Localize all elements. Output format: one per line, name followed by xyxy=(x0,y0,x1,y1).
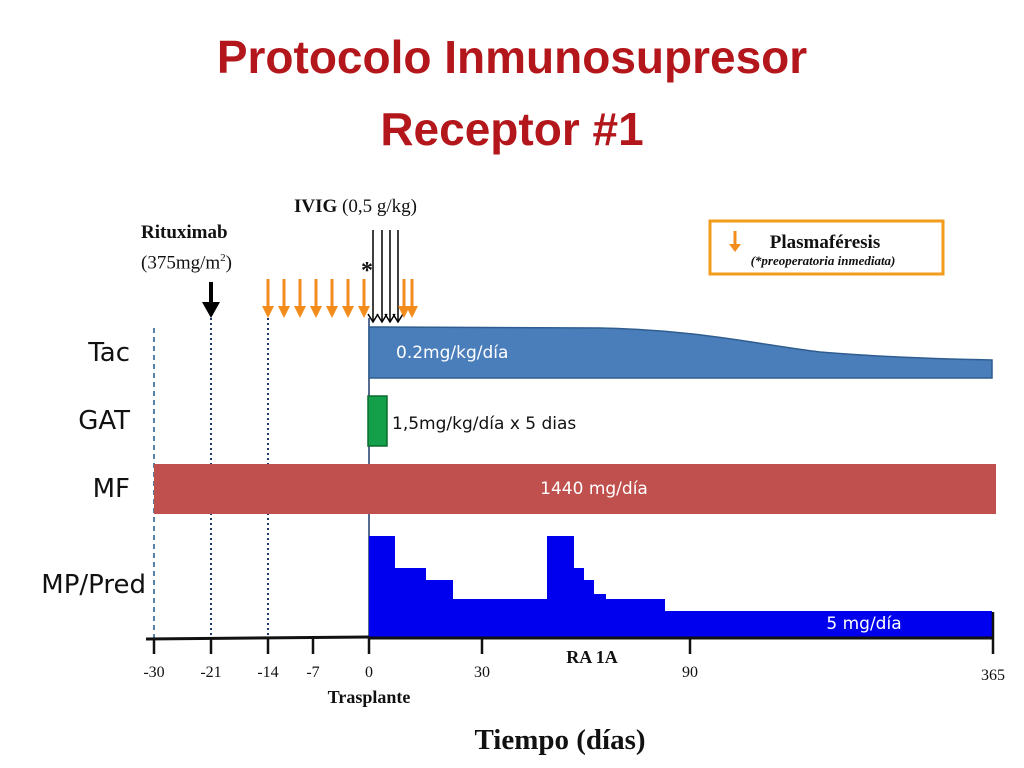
axis-ticks xyxy=(152,612,995,654)
tick-label: -14 xyxy=(257,664,278,681)
asterisk-marker: * xyxy=(361,258,373,284)
ivig-label: IVIG (0,5 g/kg) xyxy=(294,196,417,217)
rituximab-dose: (375mg/m2) xyxy=(141,252,232,274)
tick-label: -30 xyxy=(143,664,164,681)
mp-dose-label: 5 mg/día xyxy=(826,614,901,634)
row-label-mp: MP/Pred xyxy=(41,570,146,600)
legend-label: Plasmaféresis xyxy=(770,232,880,253)
title-line-1: Protocolo Inmunosupresor xyxy=(216,31,808,83)
tick-label: -7 xyxy=(306,664,319,681)
tick-label: 365 xyxy=(981,667,1005,684)
axis-title: Tiempo (días) xyxy=(474,724,645,756)
legend-note: (*preoperatoria inmediata) xyxy=(751,253,896,268)
row-label-gat: GAT xyxy=(78,406,130,436)
rituximab-name: Rituximab xyxy=(141,222,228,243)
ivig-arrows xyxy=(367,230,404,324)
rituximab-arrow-icon xyxy=(202,302,220,318)
tick-label: 90 xyxy=(682,664,698,681)
tac-dose-label: 0.2mg/kg/día xyxy=(396,343,508,363)
legend-arrow-icon xyxy=(729,244,741,252)
tick-label: 0 xyxy=(365,664,373,681)
legend-box xyxy=(708,219,945,276)
mf-bar xyxy=(154,464,996,514)
gat-bar xyxy=(367,395,388,447)
tick-label: -21 xyxy=(200,664,221,681)
row-label-mf: MF xyxy=(92,474,130,504)
transplant-label: Trasplante xyxy=(328,687,411,707)
tick-label: 30 xyxy=(474,664,490,681)
plasmapheresis-arrows xyxy=(262,279,418,318)
title-line-2: Receptor #1 xyxy=(380,103,644,155)
mf-dose-label: 1440 mg/día xyxy=(540,479,648,499)
time-axis-pre xyxy=(145,635,370,641)
row-label-tac: Tac xyxy=(88,338,130,368)
mp-pred-area xyxy=(369,536,992,638)
gat-dose-label: 1,5mg/kg/día x 5 dias xyxy=(392,414,576,434)
event-label: RA 1A xyxy=(566,647,618,667)
tac-bar xyxy=(368,326,993,379)
